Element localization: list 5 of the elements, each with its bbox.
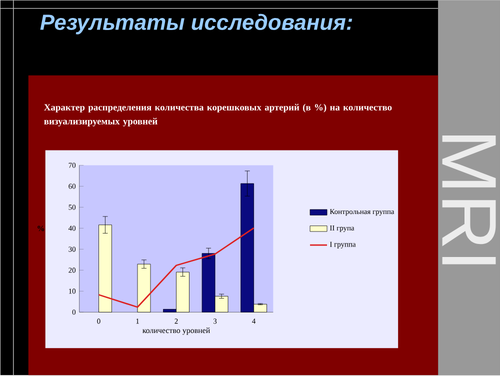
chart-subtitle: Характер распределения количества корешковых артерий (в %) на количество визуализируемых уровней [44,104,392,127]
line-series [98,228,254,308]
bar [137,264,151,313]
chart-title: Результаты исследования: [40,14,352,35]
text: MRI [442,136,496,264]
